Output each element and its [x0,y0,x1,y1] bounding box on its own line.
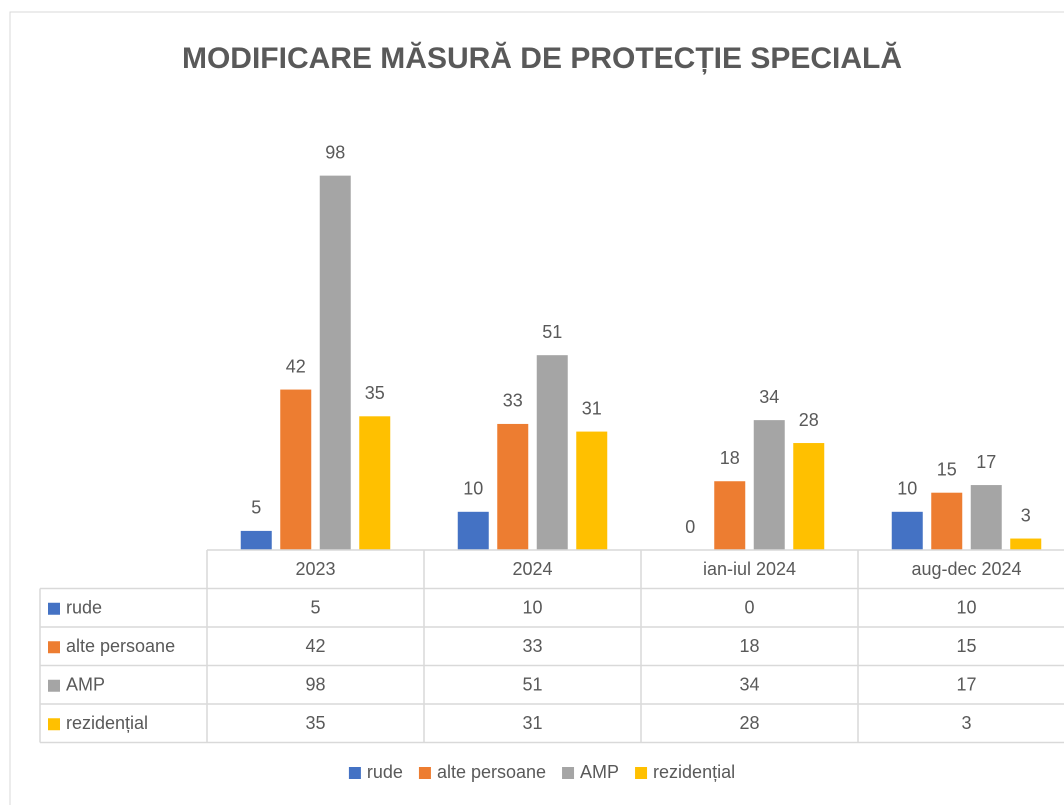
table-cell: 31 [522,713,542,733]
legend-key [348,767,361,779]
bar [891,511,923,550]
bar [280,389,312,550]
data-label: 51 [542,322,562,342]
table-cell: 0 [744,598,754,618]
legend-key [562,767,575,779]
legend-key [48,641,60,654]
bar [497,423,529,550]
data-label: 17 [976,452,996,472]
legend-label: rude [367,762,403,782]
table-cell: 10 [956,598,976,618]
table-row-label: alte persoane [66,636,175,656]
legend-key [418,767,431,779]
bar [931,492,963,550]
chart-title: MODIFICARE MĂSURĂ DE PROTECȚIE SPECIALĂ [182,41,902,75]
data-label: 28 [799,410,819,430]
legend-label: rezidențial [653,762,735,782]
bar [457,511,489,550]
bar [319,175,351,550]
bar [1010,538,1042,550]
legend-item: AMP [562,762,619,782]
table-cell: 10 [522,598,542,618]
data-label: 42 [286,356,306,376]
table-cell: 18 [739,636,759,656]
legend-key [635,767,648,779]
table-cell: 17 [956,675,976,695]
table-cell: 15 [956,636,976,656]
legend-item: rezidențial [635,762,735,782]
x-tick-label: ian-iul 2024 [703,559,796,579]
bar [576,431,608,550]
data-label: 18 [720,448,740,468]
table-row-label: rude [66,598,102,618]
x-tick-label: 2023 [295,559,335,579]
legend-item: alte persoane [418,762,546,782]
legend-key [48,679,60,692]
bar [359,416,391,550]
data-label: 35 [365,383,385,403]
bar [753,420,785,550]
data-label: 10 [463,479,483,499]
table-cell: 98 [305,675,325,695]
data-label: 98 [325,142,345,162]
x-tick-label: aug-dec 2024 [911,559,1021,579]
table-cell: 42 [305,636,325,656]
legend-key [48,602,60,615]
legend-key [48,718,60,731]
data-label: 31 [582,398,602,418]
table-cell: 28 [739,713,759,733]
table-cell: 5 [310,598,320,618]
data-label: 3 [1021,505,1031,525]
table-row-label: AMP [66,675,105,695]
table-cell: 3 [961,713,971,733]
bar [240,530,272,550]
data-label: 33 [503,391,523,411]
legend-label: AMP [580,762,619,782]
data-label: 15 [937,459,957,479]
table-cell: 34 [739,675,759,695]
table-row-label: rezidențial [66,713,148,733]
bar [793,443,825,550]
bar [536,355,568,550]
bar [714,481,746,550]
legend-item: rude [348,762,403,782]
table-cell: 51 [522,675,542,695]
data-label: 10 [897,479,917,499]
data-label: 34 [759,387,779,407]
data-label: 5 [251,498,261,518]
x-tick-label: 2024 [512,559,552,579]
table-cell: 35 [305,713,325,733]
legend-label: alte persoane [437,762,546,782]
data-label: 0 [685,517,695,537]
table-cell: 33 [522,636,542,656]
bar [970,485,1002,550]
